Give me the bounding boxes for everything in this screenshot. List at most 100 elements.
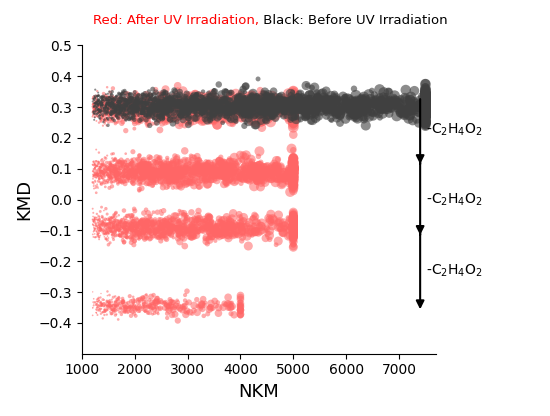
Point [167, 105, 175, 112]
Point [359, 105, 367, 111]
Point [111, 169, 120, 176]
Point [177, 209, 186, 216]
Point [227, 116, 235, 123]
Point [111, 302, 120, 309]
Point [147, 95, 156, 102]
Point [222, 112, 231, 119]
Point [173, 92, 182, 99]
Point [156, 164, 165, 171]
Point [151, 89, 160, 96]
Point [289, 109, 298, 116]
Point [351, 104, 360, 110]
Point [289, 216, 298, 223]
Point [144, 102, 152, 108]
Point [421, 97, 430, 104]
Point [248, 168, 256, 175]
Point [93, 304, 102, 311]
Point [421, 94, 430, 101]
Point [152, 159, 161, 166]
Point [381, 96, 389, 103]
Point [107, 214, 116, 221]
Point [249, 166, 258, 172]
Point [289, 109, 298, 116]
Point [155, 176, 164, 183]
Point [118, 179, 127, 186]
Point [421, 103, 430, 109]
Point [237, 116, 246, 123]
Point [141, 115, 150, 122]
Point [153, 209, 162, 215]
Point [279, 94, 288, 101]
Point [186, 114, 195, 121]
Point [203, 96, 212, 103]
Point [316, 97, 325, 104]
Point [287, 112, 295, 119]
Point [229, 115, 238, 122]
Point [135, 187, 144, 194]
Point [97, 93, 106, 99]
Point [151, 117, 160, 124]
Point [203, 117, 212, 124]
Point [98, 174, 107, 181]
Point [144, 110, 152, 117]
Point [309, 111, 317, 118]
Point [112, 108, 120, 115]
Point [166, 223, 174, 229]
Point [155, 106, 163, 113]
Point [201, 99, 210, 106]
Point [98, 301, 107, 308]
Point [421, 103, 430, 110]
Point [95, 92, 103, 99]
Point [95, 105, 103, 112]
Point [421, 105, 430, 112]
Point [110, 215, 119, 222]
Point [157, 112, 166, 119]
Point [233, 95, 242, 102]
Point [162, 89, 170, 96]
Point [105, 164, 114, 171]
Point [227, 218, 235, 225]
Point [182, 119, 191, 125]
Point [159, 223, 168, 230]
Point [102, 297, 111, 304]
Point [289, 105, 298, 111]
Point [224, 102, 233, 109]
Point [175, 100, 184, 107]
Point [117, 102, 125, 109]
Point [339, 106, 348, 112]
Point [95, 101, 104, 107]
Point [135, 298, 144, 305]
Point [289, 216, 298, 223]
Point [98, 220, 107, 226]
Point [298, 105, 307, 112]
Point [210, 103, 218, 109]
Point [91, 100, 100, 107]
Point [92, 99, 101, 106]
Point [421, 93, 430, 100]
Point [289, 108, 298, 115]
Point [128, 221, 137, 228]
Point [119, 103, 128, 110]
Point [421, 101, 430, 107]
Point [140, 171, 149, 177]
Point [94, 101, 103, 108]
Point [93, 172, 102, 179]
Point [336, 110, 344, 117]
Point [225, 102, 234, 109]
Point [130, 157, 139, 163]
Point [179, 106, 188, 113]
Point [169, 223, 178, 229]
Point [132, 163, 141, 170]
Point [289, 161, 298, 168]
Point [117, 163, 126, 169]
Point [222, 106, 230, 113]
Point [168, 225, 177, 232]
Point [176, 121, 185, 128]
Point [100, 217, 108, 223]
Point [377, 97, 386, 104]
Point [421, 100, 430, 106]
Point [212, 169, 221, 176]
Point [180, 231, 189, 238]
Point [156, 233, 165, 239]
Point [155, 103, 163, 110]
